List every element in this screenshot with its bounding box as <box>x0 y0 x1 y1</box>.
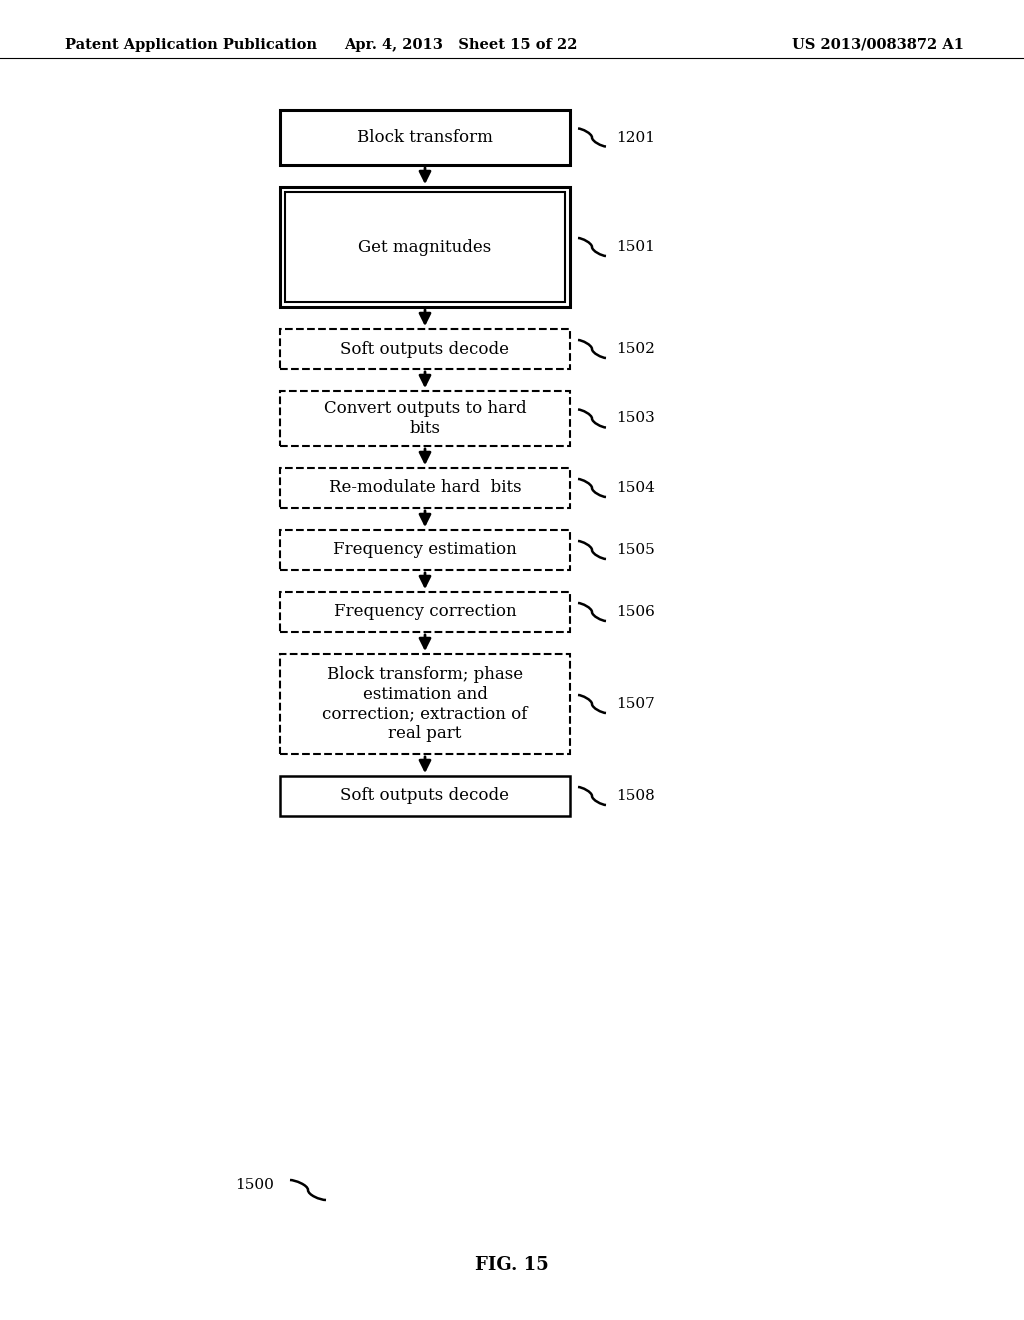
Bar <box>280 653 570 754</box>
Text: Block transform: Block transform <box>357 129 493 147</box>
Text: 1500: 1500 <box>234 1177 273 1192</box>
Text: Block transform; phase
estimation and
correction; extraction of
real part: Block transform; phase estimation and co… <box>323 667 527 742</box>
Text: Re-modulate hard  bits: Re-modulate hard bits <box>329 479 521 496</box>
Bar <box>280 110 570 165</box>
Bar <box>280 187 570 308</box>
Text: Patent Application Publication: Patent Application Publication <box>65 38 317 51</box>
Bar <box>280 591 570 632</box>
Text: 1508: 1508 <box>616 789 654 803</box>
Bar <box>285 191 565 302</box>
Bar <box>280 469 570 508</box>
Bar <box>280 391 570 446</box>
Text: Frequency estimation: Frequency estimation <box>333 541 517 558</box>
Text: 1501: 1501 <box>616 240 655 253</box>
Text: 1507: 1507 <box>616 697 654 711</box>
Text: 1506: 1506 <box>616 605 655 619</box>
Text: US 2013/0083872 A1: US 2013/0083872 A1 <box>792 38 964 51</box>
Text: Frequency correction: Frequency correction <box>334 603 516 620</box>
Text: Apr. 4, 2013   Sheet 15 of 22: Apr. 4, 2013 Sheet 15 of 22 <box>344 38 578 51</box>
Bar <box>280 776 570 816</box>
Text: Convert outputs to hard
bits: Convert outputs to hard bits <box>324 400 526 437</box>
Bar <box>280 531 570 570</box>
Text: Get magnitudes: Get magnitudes <box>358 239 492 256</box>
Bar <box>280 329 570 370</box>
Text: 1503: 1503 <box>616 412 654 425</box>
Text: Soft outputs decode: Soft outputs decode <box>341 788 510 804</box>
Text: 1505: 1505 <box>616 543 654 557</box>
Text: FIG. 15: FIG. 15 <box>475 1257 549 1274</box>
Text: 1502: 1502 <box>616 342 655 356</box>
Text: 1504: 1504 <box>616 480 655 495</box>
Text: Soft outputs decode: Soft outputs decode <box>341 341 510 358</box>
Text: 1201: 1201 <box>616 131 655 144</box>
